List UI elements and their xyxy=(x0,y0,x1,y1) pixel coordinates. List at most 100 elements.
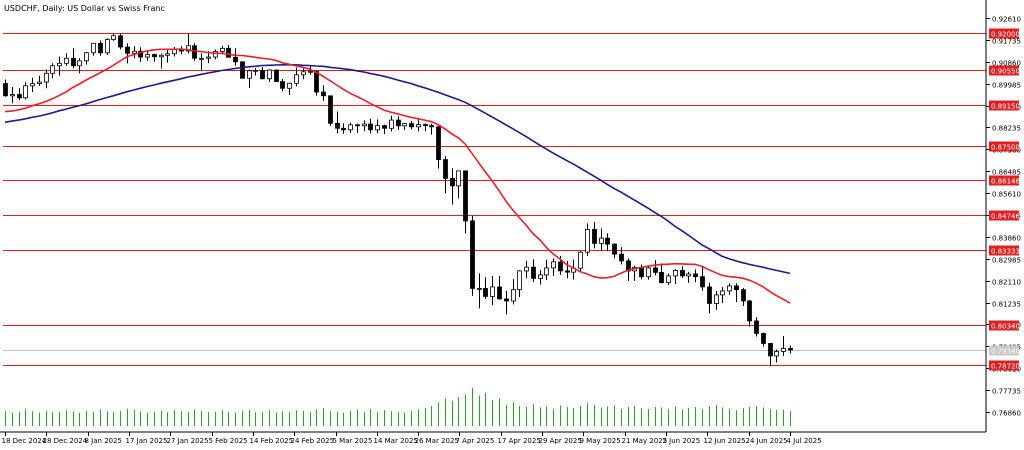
x-tick-label: 5 Feb 2025 xyxy=(209,437,248,445)
candle-down xyxy=(470,220,475,289)
candle-up xyxy=(348,124,353,131)
candle-up xyxy=(477,288,482,290)
y-tick-label: 0.91735 xyxy=(992,38,1021,46)
candle-up xyxy=(308,70,313,73)
x-tick-label: 21 May 2025 xyxy=(622,437,668,445)
candle-down xyxy=(314,70,319,93)
candle-up xyxy=(10,94,15,97)
candle-up xyxy=(362,123,367,127)
y-tick-label: 0.81235 xyxy=(992,301,1021,309)
candle-up xyxy=(551,261,556,269)
x-tick-label: 18 Dec 2024 xyxy=(2,437,47,445)
level-price-labels: 0.92000 0.90550 0.89150 0.87500 0.86146 0.847… xyxy=(989,28,1020,371)
y-tick-label: 0.86485 xyxy=(992,169,1021,177)
candle-down xyxy=(17,94,22,99)
level-label-box xyxy=(989,210,1019,221)
current-price-label: 0.79340 xyxy=(991,348,1020,356)
candle-up xyxy=(23,85,28,99)
candle-down xyxy=(680,270,685,277)
candle-up xyxy=(111,35,116,40)
candle-down xyxy=(659,272,664,284)
level-label: 0.84746 xyxy=(991,213,1020,221)
candle-up xyxy=(30,83,35,87)
candle-up xyxy=(538,274,543,279)
candle-up xyxy=(267,69,272,80)
candle-down xyxy=(355,124,360,127)
candle-up xyxy=(77,60,82,67)
x-tick-label: 8 Jan 2025 xyxy=(85,437,123,445)
candle-down xyxy=(321,91,326,97)
candle-down xyxy=(240,61,245,79)
current-price-label-box xyxy=(989,345,1019,356)
candle-up xyxy=(186,45,191,52)
candle-down xyxy=(436,126,441,160)
candle-down xyxy=(368,123,373,131)
candle-up xyxy=(375,125,380,131)
candle-down xyxy=(761,333,766,344)
candle-down xyxy=(639,267,644,278)
candle-up xyxy=(247,70,252,79)
level-label: 0.90550 xyxy=(991,68,1020,76)
x-tick-label: 28 Dec 2024 xyxy=(43,437,88,445)
candle-down xyxy=(450,177,455,187)
candle-down xyxy=(341,127,346,131)
candle-down xyxy=(409,123,414,128)
candle-down xyxy=(565,270,570,273)
level-label-box xyxy=(989,65,1019,76)
candle-up xyxy=(781,348,786,352)
candle-down xyxy=(693,273,698,278)
candle-down xyxy=(3,83,8,97)
candle-down xyxy=(260,69,265,80)
candle-up xyxy=(720,290,725,296)
candle-down xyxy=(443,159,448,179)
candle-down xyxy=(605,237,610,245)
y-tick-label: 0.92610 xyxy=(992,16,1021,24)
candle-up xyxy=(165,53,170,56)
candle-up xyxy=(159,54,164,58)
x-tick-label: 27 Jan 2025 xyxy=(167,437,209,445)
candle-up xyxy=(206,56,211,59)
candle-down xyxy=(707,286,712,304)
candlesticks xyxy=(3,33,793,366)
candle-up xyxy=(727,285,732,292)
candle-up xyxy=(253,69,258,72)
y-tick-label: 0.88235 xyxy=(992,125,1021,133)
x-tick-label: 7 Apr 2025 xyxy=(456,437,495,445)
candle-up xyxy=(511,289,516,302)
level-label: 0.80340 xyxy=(991,323,1020,331)
y-tick-label: 0.82110 xyxy=(992,279,1021,287)
candle-up xyxy=(578,251,583,269)
candle-up xyxy=(673,270,678,277)
x-tick-label: 17 Apr 2025 xyxy=(498,437,541,445)
candle-up xyxy=(91,42,96,54)
candle-up xyxy=(666,275,671,284)
candle-up xyxy=(686,273,691,277)
candle-up xyxy=(402,123,407,127)
candle-up xyxy=(517,270,522,291)
x-tick-label: 29 Apr 2025 xyxy=(539,437,582,445)
level-label-box xyxy=(989,360,1019,371)
y-tick-label: 0.77735 xyxy=(992,388,1021,396)
y-tick-label: 0.85610 xyxy=(992,191,1021,199)
level-label: 0.89150 xyxy=(991,103,1020,111)
candle-up xyxy=(64,57,69,64)
candle-down xyxy=(396,119,401,127)
candle-up xyxy=(714,294,719,304)
x-tick-label: 24 Jun 2025 xyxy=(746,437,788,445)
level-label-box xyxy=(989,245,1019,256)
candle-up xyxy=(105,39,110,54)
x-tick-label: 14 Mar 2025 xyxy=(374,437,418,445)
candle-up xyxy=(599,237,604,244)
level-label-box xyxy=(989,320,1019,331)
candle-up xyxy=(213,51,218,58)
candle-up xyxy=(490,286,495,297)
candle-down xyxy=(152,54,157,58)
level-label-box xyxy=(989,28,1019,39)
x-tick-label: 12 Jun 2025 xyxy=(704,437,746,445)
level-label-box xyxy=(989,175,1019,186)
candle-down xyxy=(483,288,488,297)
volume-bars xyxy=(5,388,791,426)
